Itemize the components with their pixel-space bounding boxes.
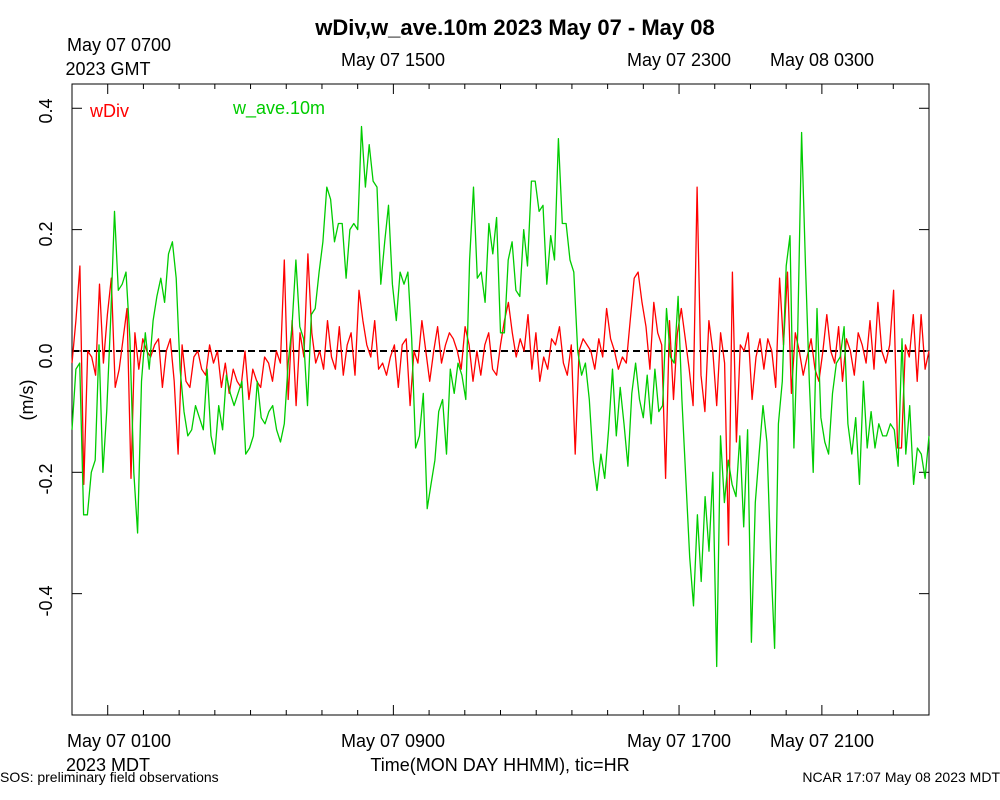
bottom-xtick-sublabel: 2023 MDT (66, 755, 150, 775)
top-xtick-label: May 07 1500 (341, 50, 445, 70)
ytick-label: 0.2 (36, 221, 56, 246)
top-xtick-label: May 07 0700 (67, 35, 171, 55)
bottom-xtick-labels: May 07 0100 2023 MDT May 07 0900 May 07 … (66, 731, 874, 775)
series-line-wdiv (71, 186, 930, 546)
bottom-xtick-label: May 07 0900 (341, 731, 445, 751)
plot-frame (71, 83, 930, 716)
ytick-label: -0.2 (36, 463, 56, 494)
legend-wdiv: wDiv (89, 101, 129, 121)
chart-title: wDiv,w_ave.10m 2023 May 07 - May 08 (314, 15, 715, 40)
series-line-w-ave-10m (71, 125, 930, 668)
bottom-xtick-label: May 07 2100 (770, 731, 874, 751)
series-group (71, 125, 930, 668)
top-xtick-label: May 07 2300 (627, 50, 731, 70)
ytick-label: 0.0 (36, 343, 56, 368)
xtick-marks (71, 84, 930, 715)
y-axis-label: (m/s) (17, 380, 37, 421)
ytick-labels: 0.4 0.2 0.0 -0.2 -0.4 (36, 98, 56, 616)
footer-left: SOS: preliminary field observations (0, 769, 219, 785)
x-axis-label: Time(MON DAY HHMM), tic=HR (370, 755, 629, 775)
bottom-xtick-label: May 07 1700 (627, 731, 731, 751)
ytick-label: 0.4 (36, 98, 56, 123)
top-xtick-label: May 08 0300 (770, 50, 874, 70)
top-xtick-labels: May 07 0700 2023 GMT May 07 1500 May 07 … (65, 35, 874, 79)
bottom-xtick-label: May 07 0100 (67, 731, 171, 751)
footer-right: NCAR 17:07 May 08 2023 MDT (802, 769, 1000, 785)
ytick-label: -0.4 (36, 585, 56, 616)
ytick-marks (72, 107, 929, 595)
legend-w-ave-10m: w_ave.10m (232, 98, 325, 119)
top-xtick-sublabel: 2023 GMT (65, 59, 150, 79)
